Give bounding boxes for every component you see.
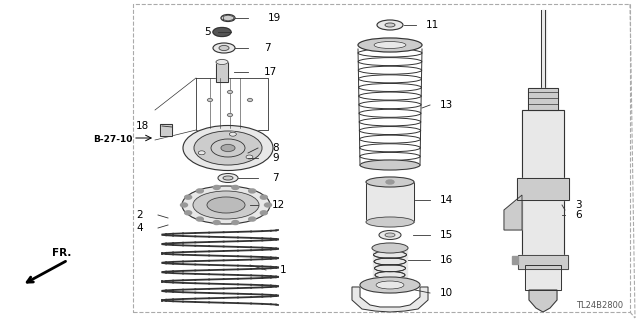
Ellipse shape bbox=[232, 220, 239, 225]
Ellipse shape bbox=[198, 151, 205, 155]
Ellipse shape bbox=[185, 211, 191, 215]
Ellipse shape bbox=[196, 217, 204, 221]
Text: 4: 4 bbox=[136, 223, 143, 233]
Text: 19: 19 bbox=[268, 13, 281, 23]
Ellipse shape bbox=[216, 60, 228, 64]
Ellipse shape bbox=[249, 217, 256, 221]
Ellipse shape bbox=[185, 195, 191, 199]
Bar bbox=[160, 124, 172, 136]
Ellipse shape bbox=[246, 155, 253, 159]
Text: 7: 7 bbox=[272, 173, 278, 183]
Text: 13: 13 bbox=[440, 100, 453, 110]
Ellipse shape bbox=[213, 220, 220, 225]
Ellipse shape bbox=[219, 46, 229, 50]
Ellipse shape bbox=[232, 185, 239, 189]
Ellipse shape bbox=[385, 233, 395, 237]
Bar bbox=[133, 4, 630, 312]
Bar bbox=[216, 62, 228, 82]
Ellipse shape bbox=[213, 27, 231, 36]
Ellipse shape bbox=[376, 281, 404, 289]
Ellipse shape bbox=[360, 277, 420, 293]
Ellipse shape bbox=[194, 131, 262, 165]
Ellipse shape bbox=[264, 203, 271, 207]
Ellipse shape bbox=[207, 197, 245, 213]
Bar bbox=[366, 182, 414, 222]
Ellipse shape bbox=[223, 176, 233, 180]
Bar bbox=[517, 178, 569, 200]
Ellipse shape bbox=[227, 91, 232, 93]
Text: 16: 16 bbox=[440, 255, 453, 265]
Ellipse shape bbox=[213, 43, 235, 53]
Ellipse shape bbox=[180, 203, 188, 207]
Bar bbox=[541, 10, 546, 98]
Bar bbox=[522, 110, 564, 265]
Ellipse shape bbox=[358, 38, 422, 52]
Bar bbox=[366, 182, 414, 222]
Text: 6: 6 bbox=[575, 210, 582, 220]
Bar bbox=[525, 265, 561, 290]
Bar bbox=[373, 248, 407, 280]
Bar bbox=[216, 62, 228, 82]
Text: 3: 3 bbox=[575, 200, 582, 210]
Ellipse shape bbox=[221, 145, 235, 152]
Ellipse shape bbox=[385, 23, 395, 27]
Ellipse shape bbox=[213, 185, 220, 189]
Ellipse shape bbox=[374, 41, 406, 48]
Text: 18: 18 bbox=[136, 121, 149, 131]
Ellipse shape bbox=[248, 99, 253, 101]
Bar bbox=[518, 255, 568, 269]
Text: 14: 14 bbox=[440, 195, 453, 205]
Ellipse shape bbox=[229, 132, 236, 136]
Text: 9: 9 bbox=[272, 153, 278, 163]
Text: 2: 2 bbox=[136, 210, 143, 220]
Text: 5: 5 bbox=[204, 27, 211, 37]
Ellipse shape bbox=[211, 139, 245, 157]
Bar bbox=[528, 88, 558, 110]
Bar bbox=[525, 265, 561, 290]
Ellipse shape bbox=[372, 243, 408, 253]
Ellipse shape bbox=[207, 99, 212, 101]
Ellipse shape bbox=[260, 211, 268, 215]
Ellipse shape bbox=[379, 231, 401, 240]
Ellipse shape bbox=[196, 189, 204, 193]
Ellipse shape bbox=[386, 180, 394, 184]
Ellipse shape bbox=[249, 189, 256, 193]
Text: 10: 10 bbox=[440, 288, 453, 298]
Text: 12: 12 bbox=[272, 200, 285, 210]
Bar bbox=[522, 110, 564, 265]
Text: B-27-10: B-27-10 bbox=[93, 136, 132, 145]
Ellipse shape bbox=[260, 195, 268, 199]
Bar bbox=[160, 124, 172, 136]
Bar bbox=[528, 88, 558, 110]
Text: 7: 7 bbox=[264, 43, 271, 53]
Text: TL24B2800: TL24B2800 bbox=[576, 301, 623, 310]
Text: FR.: FR. bbox=[52, 248, 72, 258]
Ellipse shape bbox=[221, 14, 235, 21]
Ellipse shape bbox=[360, 160, 420, 170]
Ellipse shape bbox=[182, 186, 270, 224]
Text: 11: 11 bbox=[426, 20, 439, 30]
Text: 17: 17 bbox=[264, 67, 277, 77]
Ellipse shape bbox=[193, 191, 259, 219]
Bar bbox=[512, 256, 518, 264]
Text: 8: 8 bbox=[272, 143, 278, 153]
Polygon shape bbox=[529, 290, 557, 312]
Polygon shape bbox=[504, 195, 522, 230]
Text: 15: 15 bbox=[440, 230, 453, 240]
Ellipse shape bbox=[366, 217, 414, 227]
Text: 1: 1 bbox=[280, 265, 287, 275]
Bar bbox=[518, 255, 568, 269]
Polygon shape bbox=[352, 287, 428, 312]
Ellipse shape bbox=[183, 125, 273, 170]
Ellipse shape bbox=[377, 20, 403, 30]
Ellipse shape bbox=[366, 177, 414, 187]
Ellipse shape bbox=[227, 114, 232, 116]
Ellipse shape bbox=[218, 174, 238, 182]
Bar bbox=[517, 178, 569, 200]
